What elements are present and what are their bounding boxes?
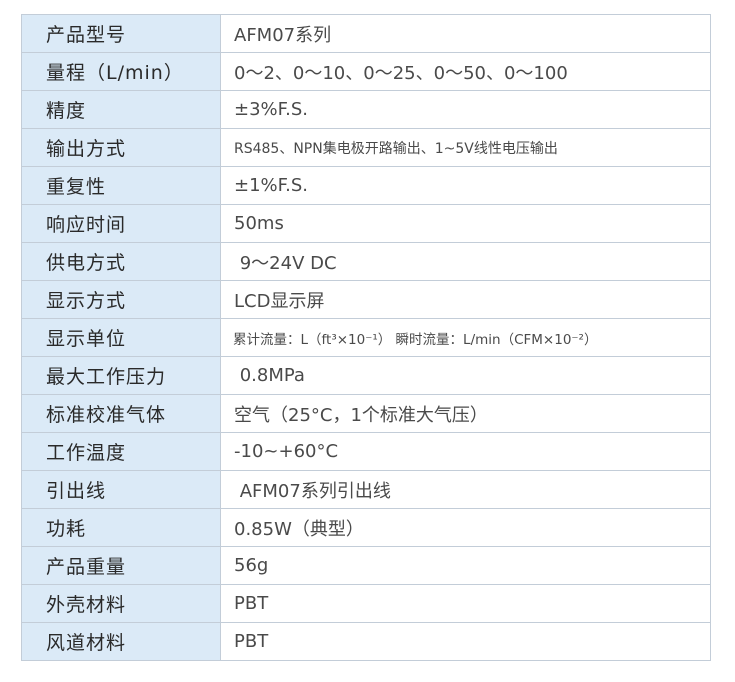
spec-row: 响应时间 50ms — [21, 204, 711, 243]
spec-value: 50ms — [220, 204, 711, 243]
spec-label: 标准校准气体 — [21, 394, 221, 433]
spec-label: 外壳材料 — [21, 584, 221, 623]
spec-row: 显示方式 LCD显示屏 — [21, 280, 711, 319]
spec-row: 最大工作压力 0.8MPa — [21, 356, 711, 395]
spec-label: 精度 — [21, 90, 221, 129]
spec-label: 产品重量 — [21, 546, 221, 585]
spec-label: 最大工作压力 — [21, 356, 221, 395]
spec-value: ±3%F.S. — [220, 90, 711, 129]
spec-label: 量程（L/min） — [21, 52, 221, 91]
spec-row: 功耗 0.85W（典型） — [21, 508, 711, 547]
spec-label: 响应时间 — [21, 204, 221, 243]
spec-value: 56g — [220, 546, 711, 585]
spec-label: 显示单位 — [21, 318, 221, 357]
spec-row: 风道材料 PBT — [21, 622, 711, 661]
spec-value: LCD显示屏 — [220, 280, 711, 319]
spec-value: 0.8MPa — [220, 356, 711, 395]
spec-value: 0.85W（典型） — [220, 508, 711, 547]
spec-row: 标准校准气体 空气（25°C，1个标准大气压） — [21, 394, 711, 433]
spec-value: ±1%F.S. — [220, 166, 711, 205]
spec-row: 显示单位 累计流量：L（ft³×10⁻¹） 瞬时流量：L/min（CFM×10⁻²… — [21, 318, 711, 357]
spec-row: 产品型号 AFM07系列 — [21, 14, 711, 53]
spec-label: 工作温度 — [21, 432, 221, 471]
spec-row: 产品重量 56g — [21, 546, 711, 585]
spec-label: 显示方式 — [21, 280, 221, 319]
spec-row: 引出线 AFM07系列引出线 — [21, 470, 711, 509]
spec-row: 重复性 ±1%F.S. — [21, 166, 711, 205]
spec-value: PBT — [220, 584, 711, 623]
spec-row: 精度 ±3%F.S. — [21, 90, 711, 129]
spec-row: 外壳材料 PBT — [21, 584, 711, 623]
spec-row: 供电方式 9～24V DC — [21, 242, 711, 281]
spec-label: 产品型号 — [21, 14, 221, 53]
spec-label: 功耗 — [21, 508, 221, 547]
spec-row: 工作温度 -10~+60°C — [21, 432, 711, 471]
spec-label: 引出线 — [21, 470, 221, 509]
spec-label: 供电方式 — [21, 242, 221, 281]
spec-value: PBT — [220, 622, 711, 661]
spec-value: AFM07系列引出线 — [220, 470, 711, 509]
spec-label: 风道材料 — [21, 622, 221, 661]
spec-label: 重复性 — [21, 166, 221, 205]
spec-value: 0～2、0～10、0～25、0～50、0～100 — [220, 52, 711, 91]
spec-label: 输出方式 — [21, 128, 221, 167]
spec-value: 累计流量：L（ft³×10⁻¹） 瞬时流量：L/min（CFM×10⁻²） — [220, 318, 711, 357]
spec-value: -10~+60°C — [220, 432, 711, 471]
spec-value: 空气（25°C，1个标准大气压） — [220, 394, 711, 433]
spec-value: AFM07系列 — [220, 14, 711, 53]
spec-row: 输出方式 RS485、NPN集电极开路输出、1~5V线性电压输出 — [21, 128, 711, 167]
spec-row: 量程（L/min） 0～2、0～10、0～25、0～50、0～100 — [21, 52, 711, 91]
spec-value: RS485、NPN集电极开路输出、1~5V线性电压输出 — [220, 128, 711, 167]
spec-table: 产品型号 AFM07系列 量程（L/min） 0～2、0～10、0～25、0～50、0… — [21, 14, 711, 661]
spec-value: 9～24V DC — [220, 242, 711, 281]
